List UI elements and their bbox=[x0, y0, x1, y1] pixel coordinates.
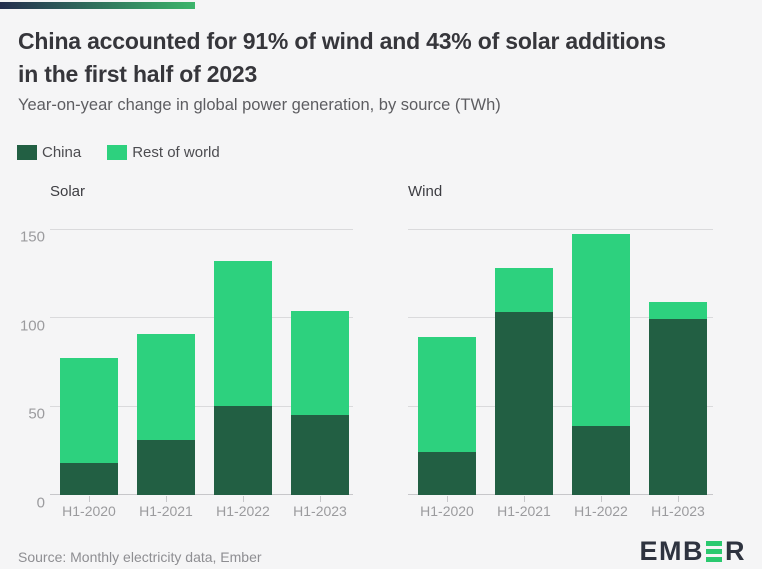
page-title-line1: China accounted for 91% of wind and 43% … bbox=[18, 28, 666, 54]
x-axis-label: H1-2023 bbox=[293, 503, 347, 519]
logo-e-bar bbox=[706, 540, 722, 546]
x-axis-label: H1-2022 bbox=[574, 503, 628, 519]
axis-tick bbox=[319, 496, 321, 502]
ember-logo-text-start: EMB bbox=[639, 536, 704, 566]
brand-gradient-bar bbox=[0, 2, 195, 9]
legend-swatch-china bbox=[17, 145, 37, 160]
solar-y-axis: 0 50 100 150 bbox=[0, 228, 45, 512]
legend-label-rest-of-world: Rest of world bbox=[132, 144, 220, 161]
axis-tick bbox=[523, 496, 525, 502]
x-axis-label: H1-2021 bbox=[497, 503, 551, 519]
ember-logo-text-end: R bbox=[725, 536, 746, 566]
solar-chart-plot: H1-2020 H1-2021 H1-2022 H1-2023 bbox=[50, 228, 353, 519]
solar-panel-title: Solar bbox=[50, 183, 86, 200]
logo-e-bar bbox=[706, 548, 722, 554]
gridline bbox=[50, 405, 353, 407]
bar-segment-china-h1-2022 bbox=[572, 425, 630, 495]
x-axis-line bbox=[408, 494, 713, 495]
x-axis-label: H1-2020 bbox=[420, 503, 474, 519]
gridline bbox=[50, 317, 353, 319]
legend-swatch-rest-of-world bbox=[107, 145, 128, 160]
logo-e-bar bbox=[706, 556, 722, 562]
ember-logo[interactable]: EMB R bbox=[639, 536, 747, 566]
page-title: China accounted for 91% of wind and 43% … bbox=[18, 25, 738, 90]
axis-tick bbox=[677, 496, 679, 502]
gridline bbox=[408, 405, 713, 407]
y-axis-label: 150 bbox=[19, 228, 45, 246]
bar-segment-rest-of-world-h1-2022 bbox=[572, 234, 630, 426]
x-axis-label: H1-2022 bbox=[216, 503, 270, 519]
bar-segment-china-h1-2021 bbox=[495, 312, 553, 495]
legend-label-china: China bbox=[42, 144, 82, 161]
bar-segment-china-h1-2023 bbox=[291, 415, 349, 495]
bar-segment-rest-of-world-h1-2021 bbox=[495, 268, 553, 313]
gridline bbox=[408, 317, 713, 319]
y-axis-label: 100 bbox=[19, 317, 45, 335]
bar-segment-china-h1-2021 bbox=[137, 440, 195, 495]
wind-chart-plot: H1-2020 H1-2021 H1-2022 H1-2023 bbox=[408, 228, 713, 519]
bar-segment-rest-of-world-h1-2021 bbox=[137, 333, 195, 441]
y-axis-label: 50 bbox=[28, 405, 45, 423]
bar-segment-rest-of-world-h1-2022 bbox=[214, 260, 272, 407]
x-axis-line bbox=[50, 494, 353, 495]
bar-segment-china-h1-2022 bbox=[214, 406, 272, 495]
bar-segment-china-h1-2020 bbox=[418, 452, 476, 495]
legend-item-rest-of-world: Rest of world bbox=[107, 144, 220, 161]
gridline bbox=[408, 228, 713, 230]
axis-tick bbox=[88, 496, 90, 502]
legend-item-china: China bbox=[17, 144, 81, 161]
page-title-line2: in the first half of 2023 bbox=[18, 60, 258, 87]
ember-logo-stylized-e-icon bbox=[706, 538, 722, 564]
x-axis-label: H1-2020 bbox=[62, 503, 116, 519]
x-axis-label: H1-2023 bbox=[651, 503, 705, 519]
bar-segment-china-h1-2020 bbox=[60, 463, 118, 495]
bar-segment-rest-of-world-h1-2023 bbox=[649, 301, 707, 320]
bar-segment-rest-of-world-h1-2020 bbox=[60, 358, 118, 464]
bar-segment-rest-of-world-h1-2020 bbox=[418, 337, 476, 453]
axis-tick bbox=[600, 496, 602, 502]
chart-subtitle: Year-on-year change in global power gene… bbox=[18, 96, 501, 114]
source-note: Source: Monthly electricity data, Ember bbox=[18, 549, 262, 565]
wind-panel-title: Wind bbox=[408, 183, 443, 200]
bar-segment-rest-of-world-h1-2023 bbox=[291, 310, 349, 416]
bar-segment-china-h1-2023 bbox=[649, 319, 707, 495]
axis-tick bbox=[446, 496, 448, 502]
y-axis-label: 0 bbox=[36, 494, 45, 512]
legend: China Rest of world bbox=[17, 144, 220, 161]
axis-tick bbox=[242, 496, 244, 502]
axis-tick bbox=[165, 496, 167, 502]
gridline bbox=[50, 228, 353, 230]
x-axis-label: H1-2021 bbox=[139, 503, 193, 519]
